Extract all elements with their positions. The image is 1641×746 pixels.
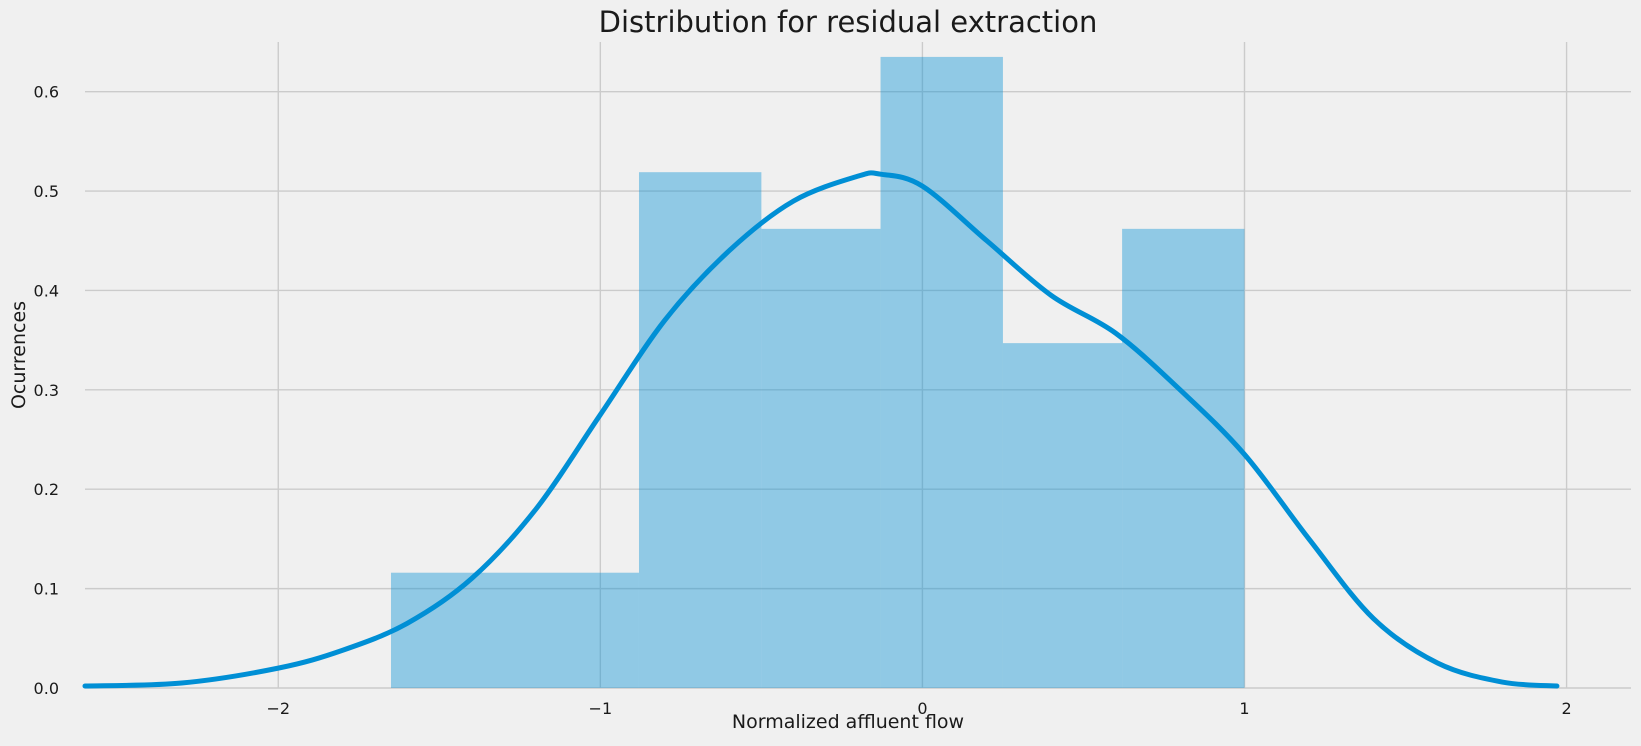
histogram-bar — [880, 56, 1003, 688]
histogram-bars — [390, 56, 1245, 688]
y-tick-label: 0.6 — [34, 83, 59, 102]
density-curve — [82, 170, 1560, 689]
x-tick-label: −1 — [589, 699, 613, 718]
x-tick-label: −2 — [266, 699, 290, 718]
axis-ticks: 0.0 0.1 0.2 0.3 0.4 0.5 0.6 −2 −1 0 1 2 — [34, 83, 1572, 718]
histogram-bar — [390, 572, 639, 688]
y-axis-label: Ocurrences — [8, 301, 30, 409]
y-tick-label: 0.4 — [34, 281, 59, 300]
x-tick-label: 0 — [917, 699, 927, 718]
histogram-bar — [638, 172, 762, 688]
y-tick-label: 0.1 — [34, 580, 59, 599]
y-tick-label: 0.2 — [34, 480, 59, 499]
histogram-bar — [761, 228, 881, 688]
y-tick-label: 0.5 — [34, 182, 59, 201]
y-tick-label: 0.3 — [34, 381, 59, 400]
y-tick-label: 0.0 — [34, 679, 59, 698]
x-tick-label: 2 — [1561, 699, 1571, 718]
histogram-bar — [1122, 228, 1245, 688]
x-axis-label: Normalized affluent flow — [732, 711, 964, 733]
histogram-bar — [1002, 343, 1123, 688]
chart-title: Distribution for residual extraction — [599, 5, 1098, 39]
x-tick-label: 1 — [1239, 699, 1249, 718]
grid-lines — [85, 42, 1631, 689]
kde-line — [82, 170, 1560, 689]
